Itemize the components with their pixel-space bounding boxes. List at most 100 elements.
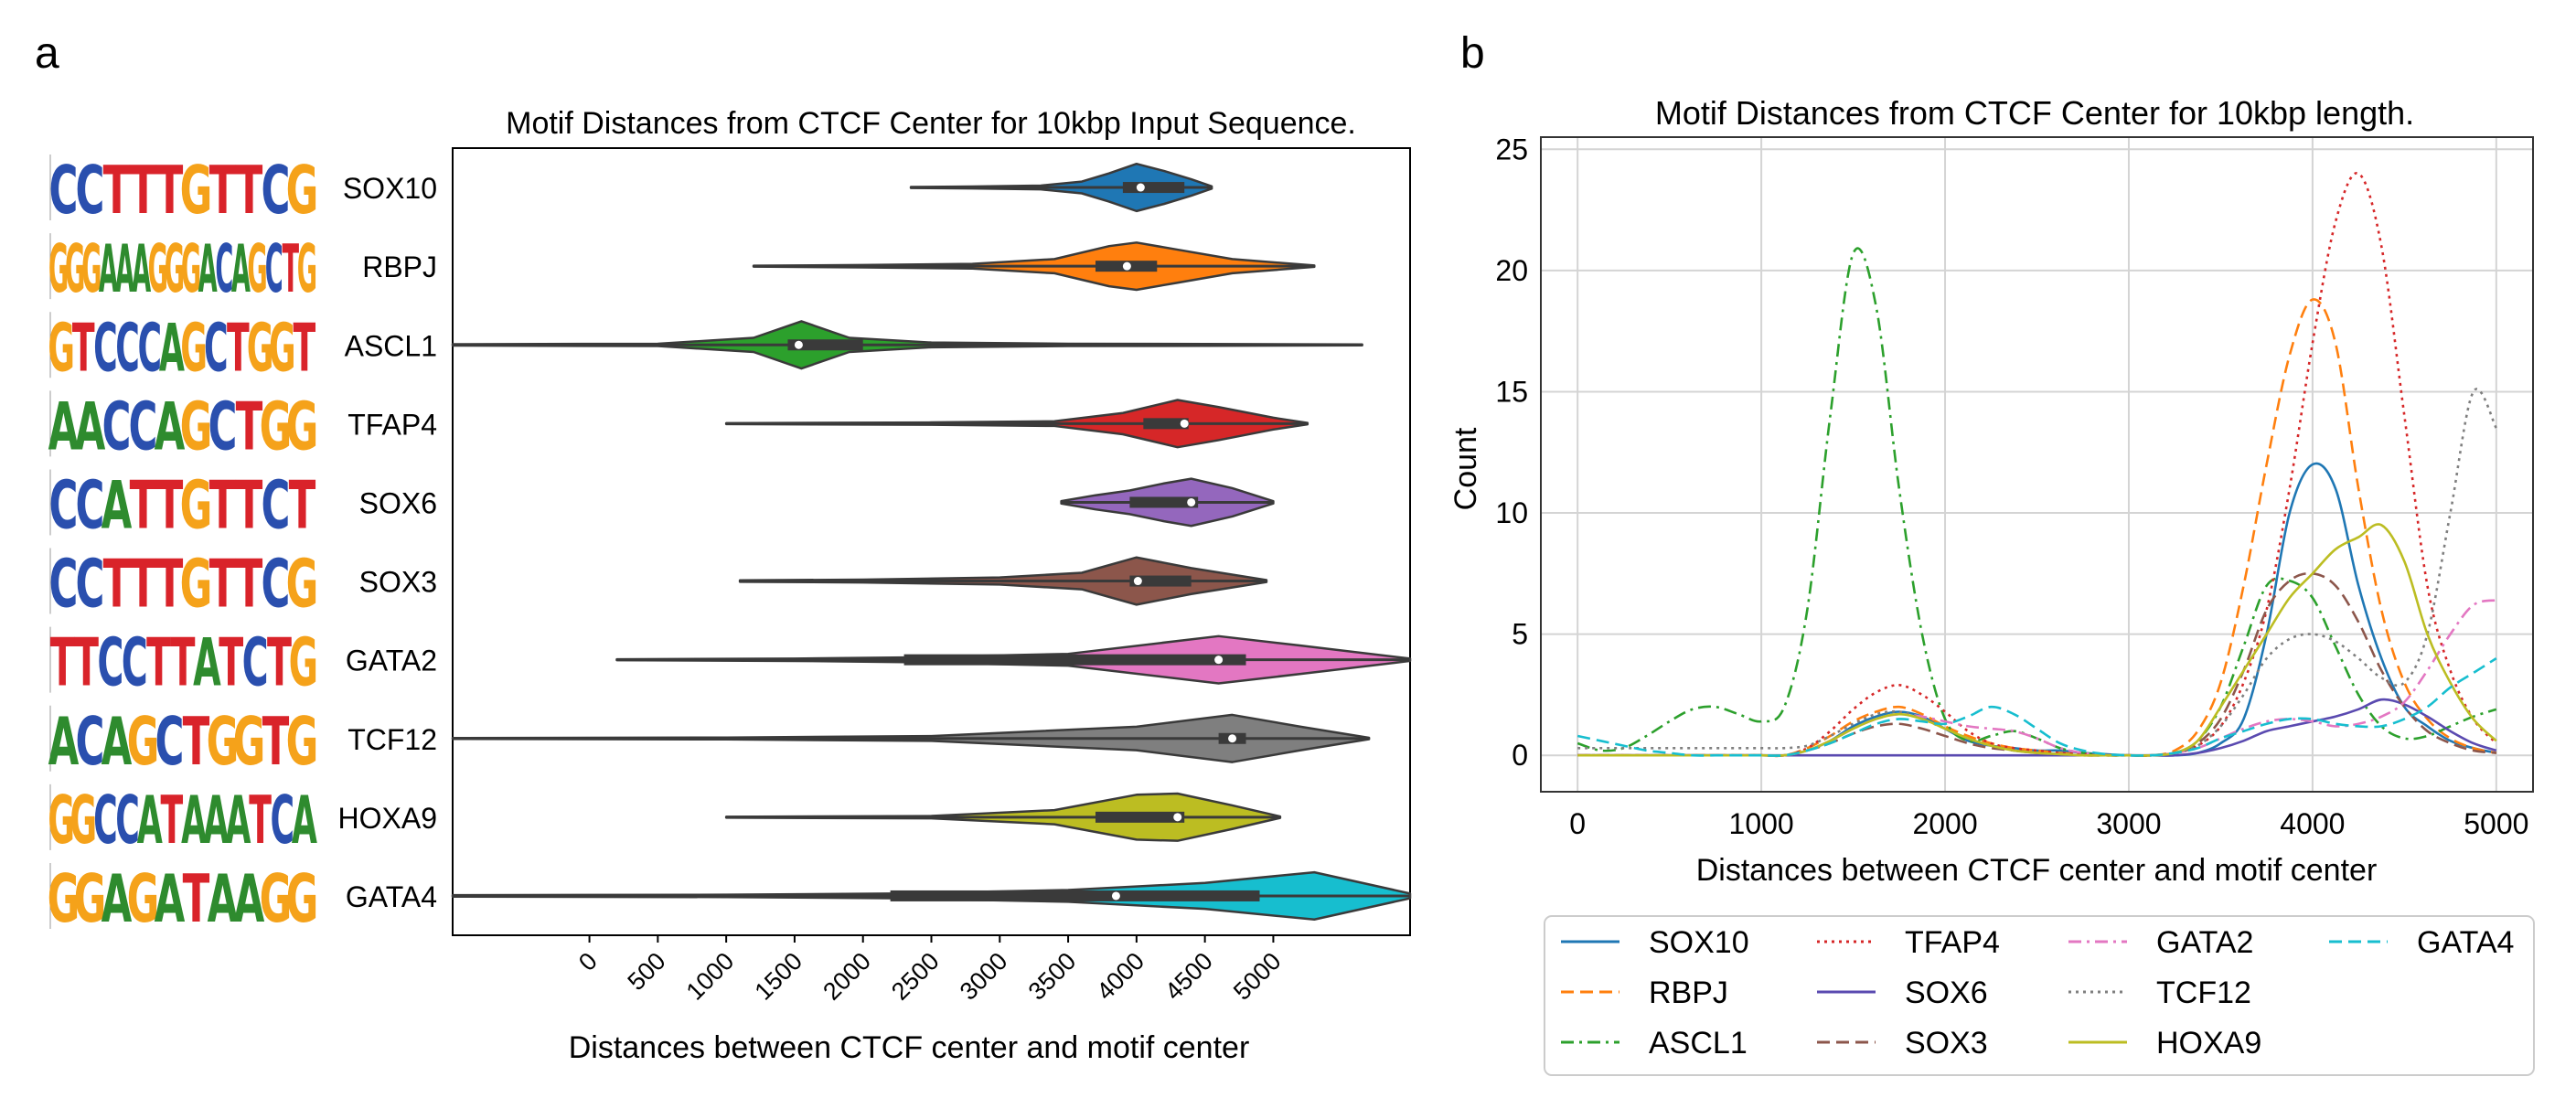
panel-label-a: a: [35, 29, 59, 78]
violin-median-hoxa9: [1173, 813, 1182, 822]
motif-logo-letter: T: [209, 154, 237, 230]
motif-logo-letter: T: [103, 154, 131, 230]
violin-label-hoxa9: HOXA9: [338, 802, 437, 835]
motif-logo-letter: T: [283, 230, 300, 308]
motif-logo-letter: G: [260, 862, 293, 939]
violin-tfap4: [724, 399, 1309, 449]
violin-iqr-tfap4: [1143, 418, 1189, 430]
motif-logo-letter: C: [49, 468, 79, 545]
motif-logo-letter: G: [69, 783, 97, 858]
violin-median-gata2: [1214, 656, 1224, 665]
violin-x-axis-label: Distances between CTCF center and motif …: [569, 1030, 1250, 1065]
motif-logo-letter: A: [225, 783, 251, 858]
motif-logo-letter: G: [81, 230, 102, 308]
motif-logo-letter: A: [181, 783, 207, 858]
violin-sox10: [909, 162, 1213, 213]
motif-logo-letter: T: [72, 311, 95, 387]
motif-logo-letter: C: [270, 783, 294, 858]
violin-iqr-sox3: [1129, 575, 1192, 587]
legend-label: TCF12: [2156, 975, 2251, 1010]
motif-logo-letter: T: [130, 154, 157, 230]
motif-logo-letter: T: [267, 624, 292, 701]
motif-logo-letter: T: [236, 389, 263, 466]
motif-logo-letter: C: [215, 230, 233, 308]
motif-logo-letter: A: [75, 389, 106, 466]
motif-logo-letter: A: [208, 862, 239, 939]
motif-logo-letter: G: [207, 704, 240, 781]
motif-logos: CCT T TGT TCGGGGAAAGGGACAGCTGGTCCCAGCTGGTAA…: [48, 154, 319, 938]
motif-logo-letter: G: [48, 862, 80, 939]
motif-logo-letter: T: [236, 468, 263, 545]
motif-logo-letter: T: [289, 468, 316, 545]
line-x-tick-label: 5000: [2464, 807, 2528, 840]
motif-logo-letter: A: [102, 468, 133, 545]
line-chart-title: Motif Distances from CTCF Center for 10k…: [1655, 94, 2414, 132]
motif-logo-letter: C: [155, 704, 185, 781]
motif-logo-letter: A: [48, 704, 80, 781]
motif-logo-letter: T: [236, 154, 263, 230]
motif-logo-letter: T: [146, 624, 171, 701]
violin-iqr-gata2: [903, 654, 1246, 666]
motif-logo-letter: T: [156, 154, 184, 230]
motif-logo-letter: G: [48, 783, 75, 858]
legend-label: SOX10: [1649, 925, 1749, 960]
line-y-tick-label: 15: [1495, 375, 1528, 408]
violin-category-labels: SOX10 RBPJ ASCL1 TFAP4 SOX6 SOX3 GATA2 TCF12 HOX…: [338, 172, 437, 913]
violin-iqr-sox10: [1122, 182, 1185, 194]
motif-logo-letter: G: [286, 154, 319, 230]
motif-logo-letter: A: [132, 230, 151, 308]
motif-logo-letter: A: [102, 862, 133, 939]
legend-label: RBPJ: [1649, 975, 1728, 1010]
legend-item-rbpj: RBPJ: [1561, 975, 1728, 1010]
motif-logo-letter: G: [260, 389, 293, 466]
motif-logo-letter: G: [65, 230, 85, 308]
violin-label-gata2: GATA2: [346, 645, 437, 677]
motif-logo-letter: A: [137, 783, 163, 858]
motif-logo-letter: G: [289, 624, 318, 701]
motif-logo-letter: G: [180, 154, 213, 230]
motif-logo-letter: C: [93, 783, 118, 858]
violin-hoxa9: [724, 792, 1282, 842]
motif-logo-letter: T: [236, 547, 263, 624]
motif-logo-letter: C: [262, 154, 291, 230]
motif-logo-letter: G: [48, 230, 69, 308]
motif-logo-letter: T: [227, 311, 250, 387]
line-y-tick-label: 10: [1495, 496, 1528, 529]
line-panel: Motif Distances from CTCF Center for 10k…: [1448, 94, 2535, 1076]
motif-logo-letter: A: [48, 389, 80, 466]
motif-logo-letter: A: [234, 862, 265, 939]
motif-logo-letter: G: [74, 862, 107, 939]
motif-logo-letter: T: [209, 468, 237, 545]
violin-rbpj: [752, 241, 1316, 292]
motif-logo-letter: C: [137, 311, 162, 387]
legend-label: TFAP4: [1905, 925, 2000, 960]
line-series-gata2: [1577, 599, 2497, 757]
legend-item-ascl1: ASCL1: [1561, 1026, 1748, 1061]
violin-median-ascl1: [794, 340, 803, 349]
legend-item-gata2: GATA2: [2068, 925, 2253, 960]
motif-logo-letter: G: [127, 704, 160, 781]
violin-label-ascl1: ASCL1: [345, 329, 437, 362]
violin-panel: Motif Distances from CTCF Center for 10k…: [48, 106, 1412, 1065]
motif-logo-letter: C: [115, 311, 140, 387]
line-series-layer: [1577, 172, 2497, 758]
motif-logo-letter: C: [115, 783, 140, 858]
panel-label-b: b: [1460, 29, 1485, 78]
violin-label-sox6: SOX6: [359, 486, 437, 519]
motif-logo-letter: T: [130, 547, 157, 624]
motif-logo-letter: A: [193, 624, 221, 701]
motif-logo-letter: G: [247, 311, 274, 387]
motif-logo-letter: G: [180, 389, 213, 466]
motif-logo-letter: C: [93, 311, 118, 387]
violin-median-sox10: [1136, 183, 1145, 192]
motif-logo-sox10: CCT T TGT TCG: [49, 154, 319, 230]
legend: SOX10 RBPJ ASCL1 TFAP4 SOX6 SOX3 GATA2 TCF12 HOX…: [1561, 925, 2514, 1061]
motif-logo-letter: G: [165, 230, 185, 308]
violin-iqr-ascl1: [787, 339, 863, 351]
violin-gata2: [615, 634, 1412, 685]
motif-logo-letter: T: [156, 468, 184, 545]
line-x-tick-label: 2000: [1912, 807, 1977, 840]
motif-logo-letter: C: [76, 547, 105, 624]
